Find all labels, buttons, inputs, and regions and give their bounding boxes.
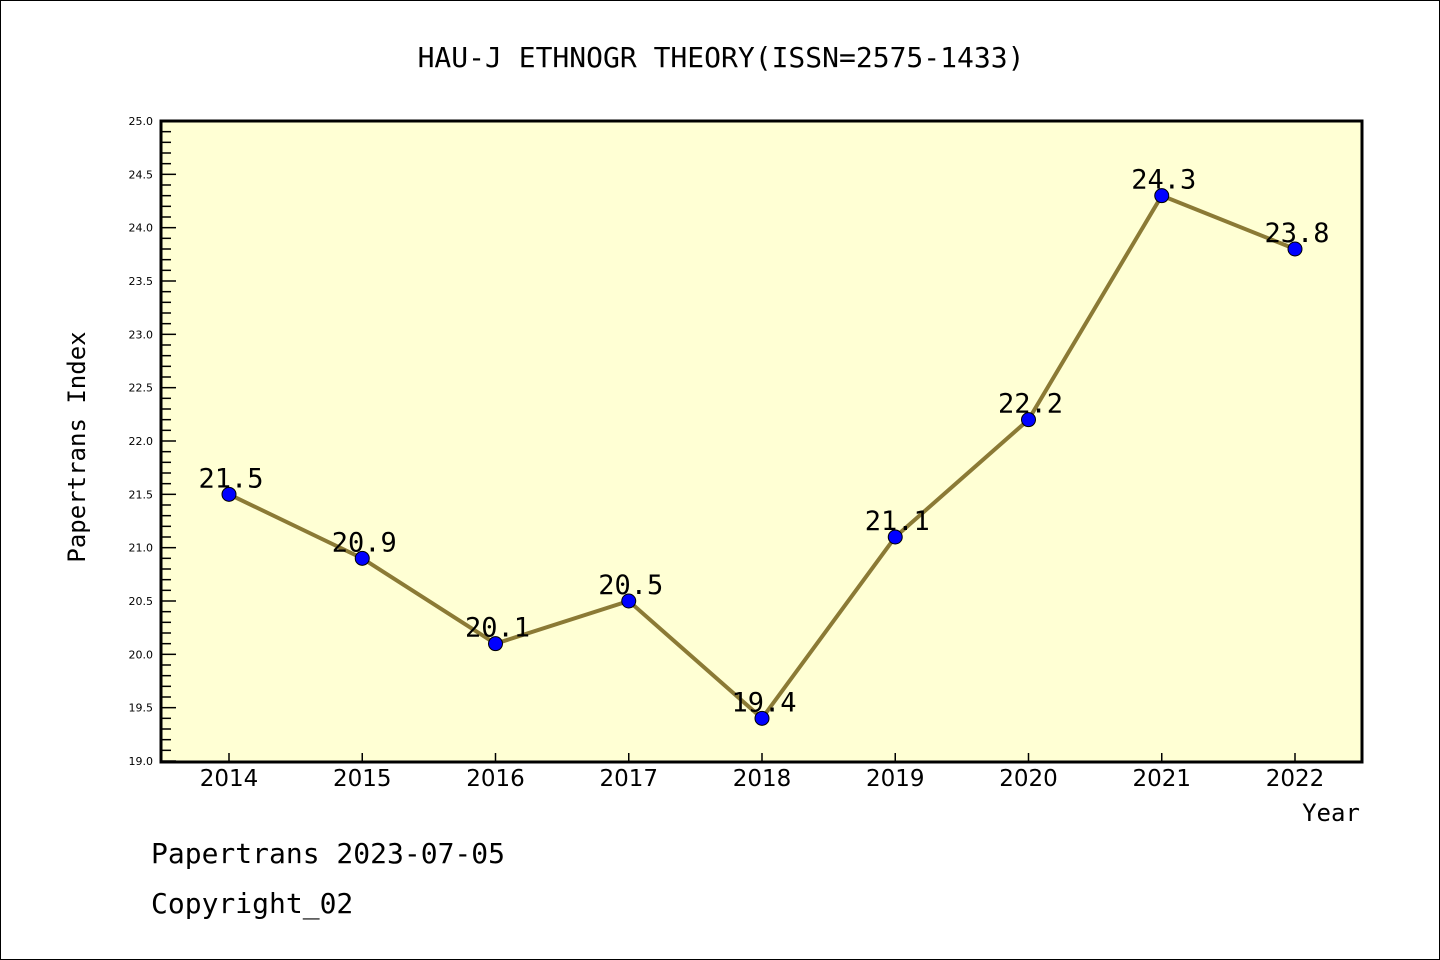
data-label: 21.1	[865, 506, 930, 537]
x-tick-label: 2015	[333, 766, 392, 792]
x-tick-label: 2017	[599, 766, 658, 792]
y-tick-label: 24.0	[129, 222, 154, 235]
footer-copyright: Copyright_02	[151, 887, 354, 920]
y-tick-label: 19.0	[129, 755, 154, 768]
chart-title: HAU-J ETHNOGR THEORY(ISSN=2575-1433)	[418, 41, 1025, 74]
y-tick-label: 21.0	[129, 542, 154, 555]
x-tick-label: 2020	[999, 766, 1058, 792]
x-tick-label: 2022	[1266, 766, 1325, 792]
data-point	[354, 550, 370, 566]
x-tick-label: 2018	[733, 766, 792, 792]
data-label: 19.4	[731, 687, 796, 718]
data-point	[754, 710, 770, 726]
data-point	[1154, 188, 1170, 204]
data-label: 23.8	[1264, 218, 1329, 249]
y-tick-label: 23.0	[129, 328, 154, 341]
x-tick-label: 2014	[200, 766, 259, 792]
y-tick-label: 24.5	[129, 168, 154, 181]
x-axis-label: Year	[1302, 799, 1360, 827]
y-tick-label: 23.5	[129, 275, 154, 288]
data-point	[1287, 241, 1303, 257]
data-label: 20.9	[332, 527, 397, 558]
y-tick-label: 22.0	[129, 435, 154, 448]
footer-date: Papertrans 2023-07-05	[151, 837, 506, 870]
y-axis-label: Papertrans Index	[63, 331, 91, 562]
y-tick-label: 25.0	[129, 115, 154, 128]
x-tick-label: 2021	[1132, 766, 1191, 792]
y-tick-label: 19.5	[129, 702, 154, 715]
x-tick-label: 2016	[466, 766, 525, 792]
data-label: 22.2	[998, 389, 1063, 420]
data-label: 20.1	[465, 613, 530, 644]
data-label: 24.3	[1131, 165, 1196, 196]
y-tick-label: 20.5	[129, 595, 154, 608]
data-point	[1021, 412, 1036, 428]
plot-area	[159, 119, 1364, 764]
data-point	[887, 529, 903, 545]
y-tick-label: 20.0	[129, 648, 154, 661]
x-tick-label: 2019	[866, 766, 925, 792]
y-tick-label: 21.5	[129, 488, 154, 501]
data-label: 20.5	[598, 570, 663, 601]
data-point	[621, 593, 637, 609]
data-point	[221, 486, 237, 502]
y-tick-label: 22.5	[129, 382, 154, 395]
data-label: 21.5	[198, 463, 263, 494]
data-point	[488, 636, 503, 652]
